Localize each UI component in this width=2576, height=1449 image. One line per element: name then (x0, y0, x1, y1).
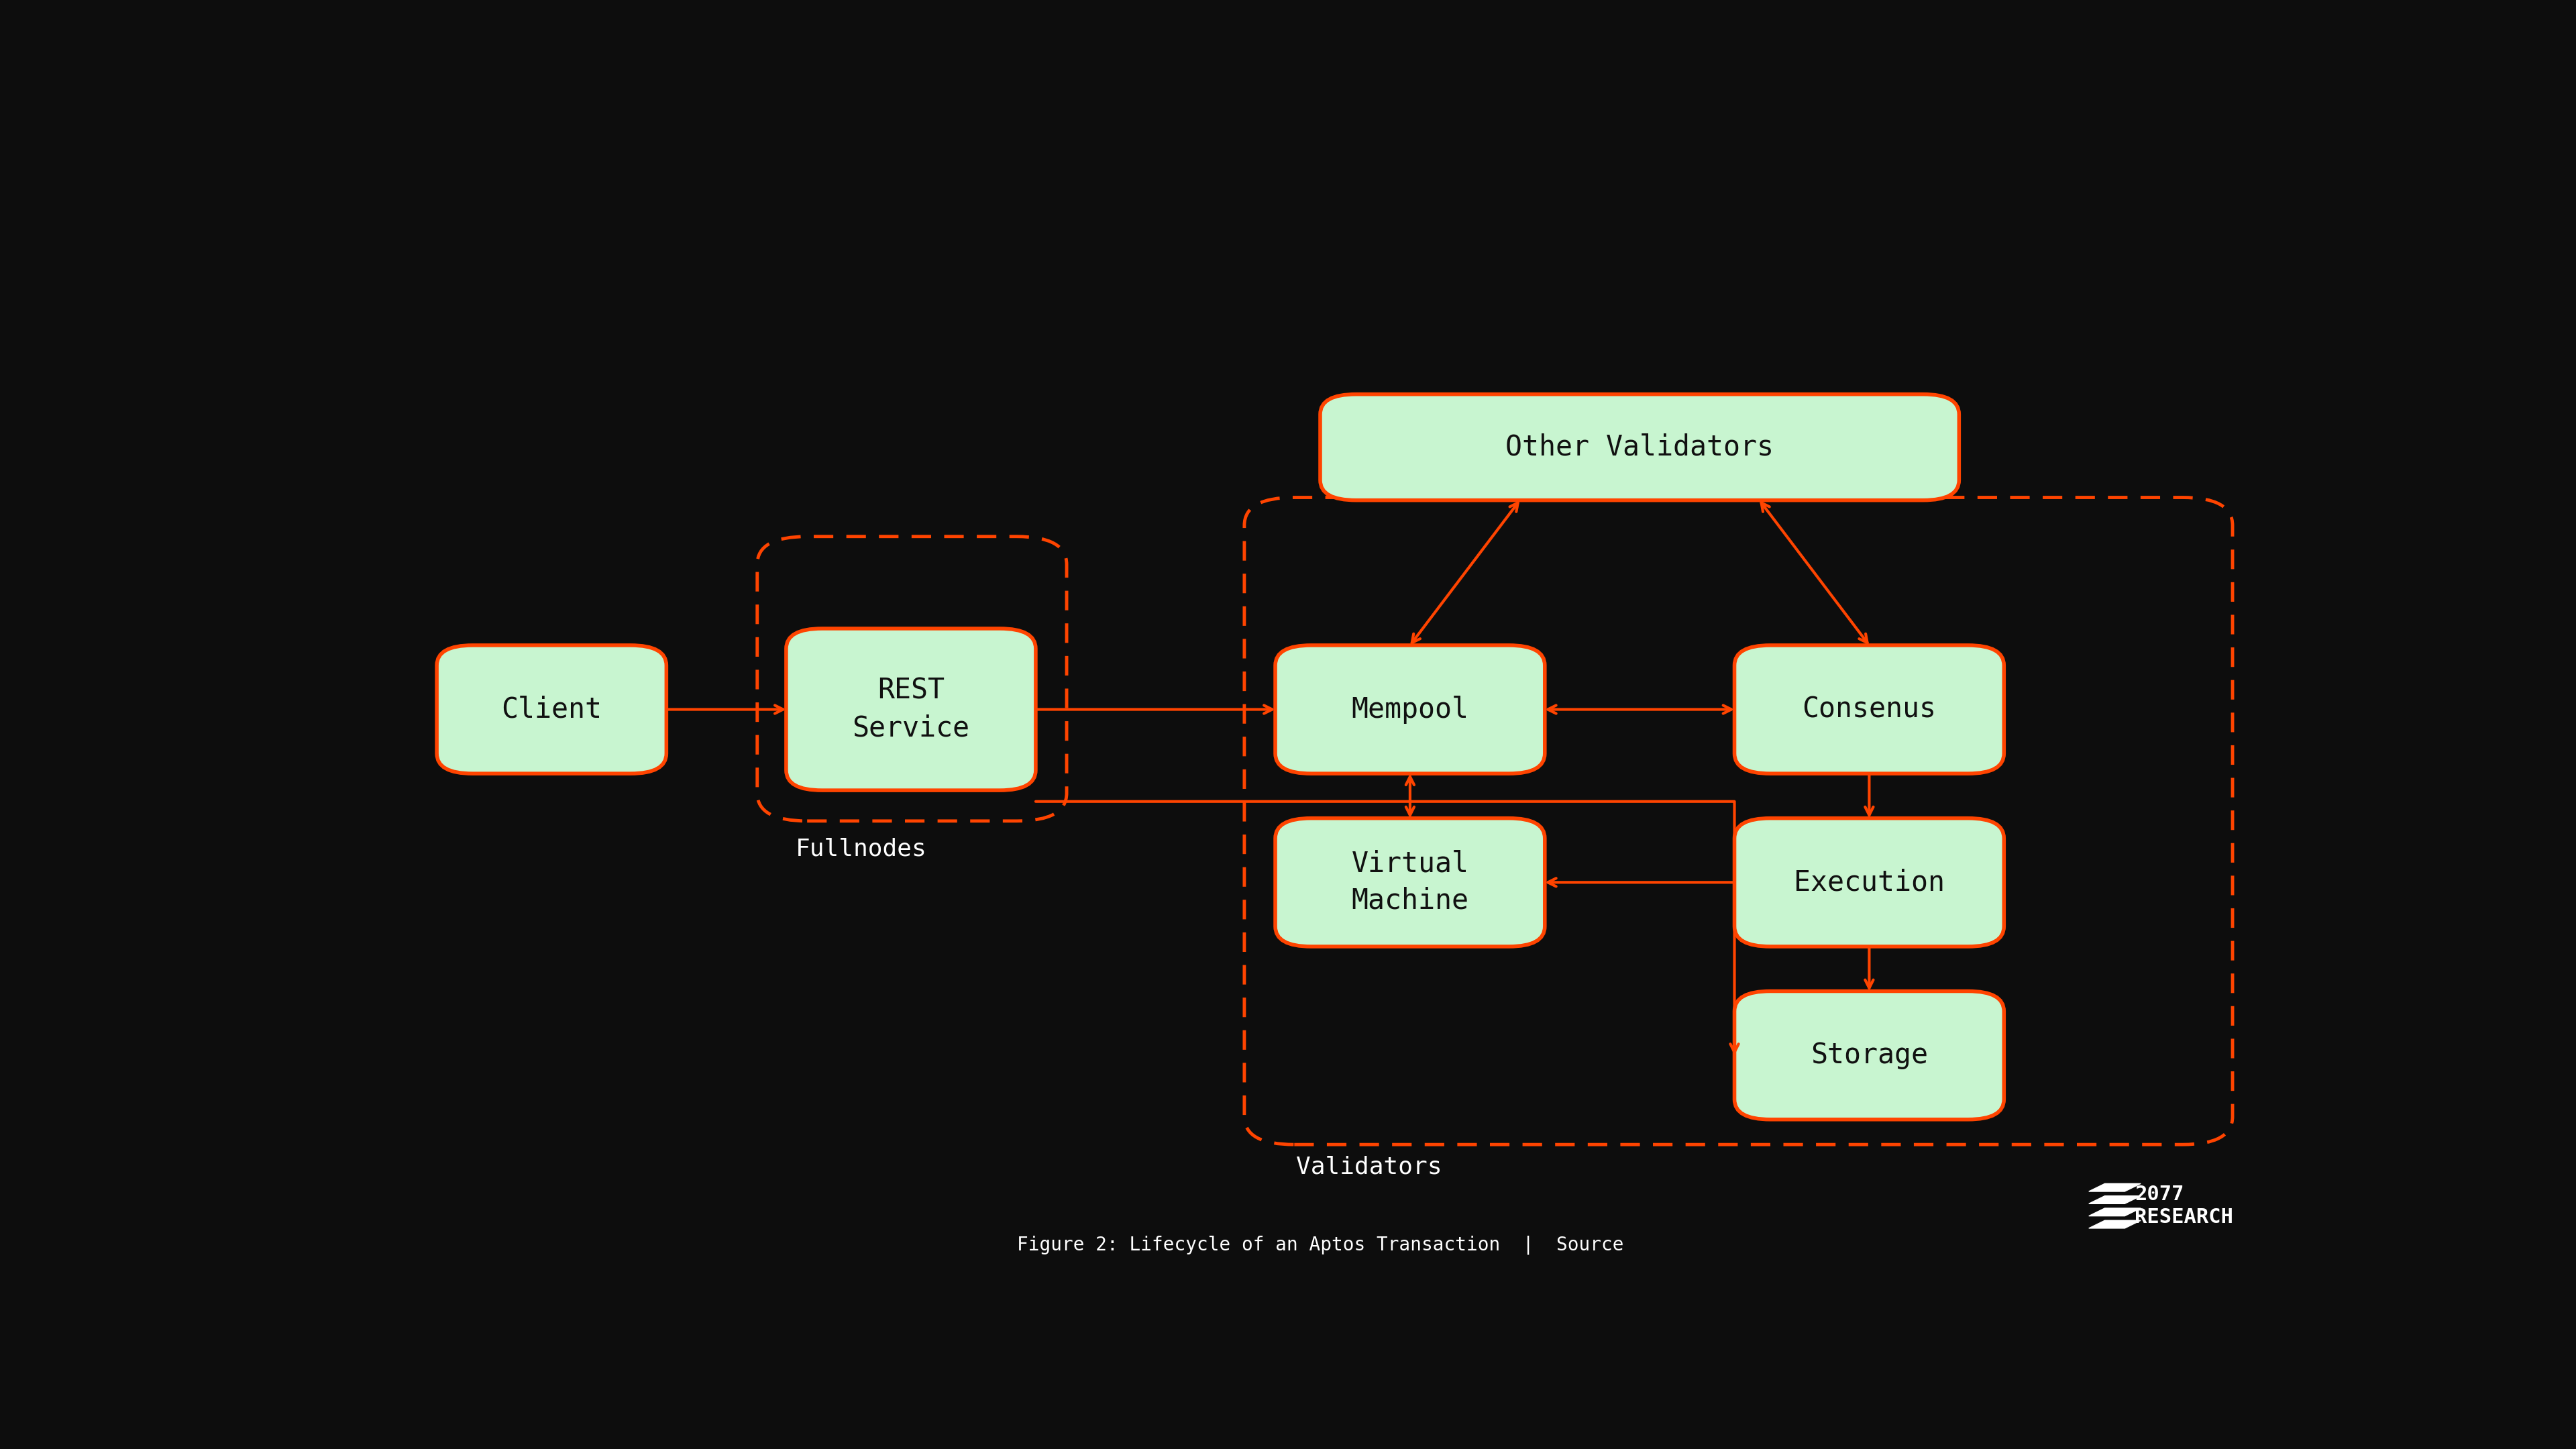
Text: Figure 2: Lifecycle of an Aptos Transaction  |  Source: Figure 2: Lifecycle of an Aptos Transact… (1018, 1236, 1623, 1255)
FancyBboxPatch shape (1734, 991, 2004, 1120)
Polygon shape (2089, 1184, 2141, 1191)
FancyBboxPatch shape (1319, 394, 1960, 500)
Text: Virtual
Machine: Virtual Machine (1352, 849, 1468, 914)
Text: Execution: Execution (1793, 868, 1945, 897)
FancyBboxPatch shape (1275, 645, 1546, 774)
Text: REST
Service: REST Service (853, 677, 969, 742)
FancyBboxPatch shape (786, 629, 1036, 790)
Text: Fullnodes: Fullnodes (796, 838, 927, 861)
FancyBboxPatch shape (1734, 819, 2004, 946)
FancyBboxPatch shape (1734, 645, 2004, 774)
Polygon shape (2089, 1195, 2141, 1204)
Text: Validators: Validators (1296, 1156, 1443, 1178)
Text: Storage: Storage (1811, 1042, 1927, 1069)
Polygon shape (2089, 1208, 2141, 1216)
Text: Consenus: Consenus (1803, 696, 1937, 723)
Polygon shape (2089, 1220, 2141, 1229)
FancyBboxPatch shape (1275, 819, 1546, 946)
FancyBboxPatch shape (438, 645, 667, 774)
Text: 2077
RESEARCH: 2077 RESEARCH (2136, 1185, 2233, 1227)
Text: Mempool: Mempool (1352, 696, 1468, 723)
Text: Other Validators: Other Validators (1504, 433, 1775, 461)
Text: Client: Client (502, 696, 603, 723)
